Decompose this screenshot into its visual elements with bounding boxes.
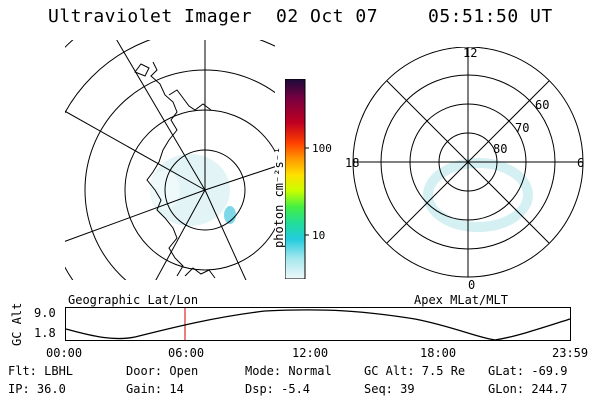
lat-label-70: 70 bbox=[515, 121, 529, 135]
mlt-label-0: 0 bbox=[468, 278, 475, 292]
apex-panel-label: Apex MLat/MLT bbox=[414, 293, 508, 307]
xtick-1200: 12:00 bbox=[292, 346, 329, 360]
lat-label-60: 60 bbox=[535, 98, 549, 112]
mlt-label-18: 18 bbox=[345, 156, 359, 170]
colorbar-tick-100: 100 bbox=[312, 142, 332, 155]
filter-info: Flt: LBHL bbox=[8, 364, 74, 378]
ip-info: IP: 36.0 bbox=[8, 382, 66, 396]
mode-info: Mode: Normal bbox=[245, 364, 332, 378]
glon-info: GLon: 244.7 bbox=[488, 382, 568, 396]
xtick-2359: 23:59 bbox=[552, 346, 589, 360]
geographic-map bbox=[65, 40, 275, 280]
geographic-panel-label: Geographic Lat/Lon bbox=[68, 293, 199, 307]
seq-info: Seq: 39 bbox=[364, 382, 415, 396]
xtick-0600: 06:00 bbox=[168, 346, 205, 360]
mlt-label-12: 12 bbox=[463, 47, 477, 60]
altitude-ytick-bottom: 1.8 bbox=[34, 326, 56, 340]
mlt-label-6: 6 bbox=[577, 156, 584, 170]
gc-alt-info: GC Alt: 7.5 Re bbox=[364, 364, 466, 378]
colorbar-unit-label: photon cm⁻²s⁻¹ bbox=[272, 146, 286, 248]
instrument-title: Ultraviolet Imager bbox=[48, 6, 253, 27]
xtick-0000: 00:00 bbox=[46, 346, 83, 360]
colorbar: 100 10 bbox=[285, 79, 332, 279]
xtick-1800: 18:00 bbox=[420, 346, 457, 360]
time-label: 05:51:50 UT bbox=[428, 6, 553, 27]
colorbar-tick-10: 10 bbox=[312, 229, 325, 242]
altitude-plot bbox=[65, 307, 571, 341]
gain-info: Gain: 14 bbox=[126, 382, 184, 396]
lat-label-80: 80 bbox=[493, 142, 507, 156]
magnetic-polar-plot: 12 18 6 0 60 70 80 bbox=[345, 47, 584, 292]
altitude-ylabel: GC Alt bbox=[10, 302, 24, 346]
altitude-ytick-top: 9.0 bbox=[34, 306, 56, 320]
dsp-info: Dsp: -5.4 bbox=[245, 382, 311, 396]
door-info: Door: Open bbox=[126, 364, 199, 378]
date-label: 02 Oct 07 bbox=[276, 6, 379, 27]
glat-info: GLat: -69.9 bbox=[488, 364, 568, 378]
